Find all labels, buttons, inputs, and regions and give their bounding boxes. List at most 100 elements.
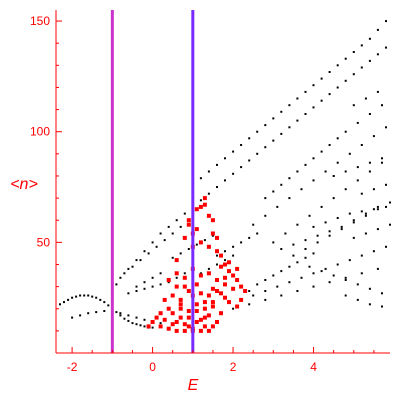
black-point [71, 316, 74, 319]
black-point [304, 113, 307, 115]
red-point [166, 326, 171, 331]
black-point [264, 279, 267, 281]
black-point [381, 305, 383, 308]
black-point [304, 256, 307, 259]
black-point [256, 152, 259, 155]
black-point [296, 119, 299, 122]
red-point [219, 264, 223, 269]
red-point [178, 306, 183, 311]
black-point [135, 316, 138, 319]
red-point [186, 309, 191, 313]
black-point [360, 44, 363, 47]
black-point [276, 205, 279, 208]
black-point [385, 20, 387, 23]
red-point [227, 300, 231, 305]
black-point [296, 97, 299, 100]
black-point [360, 272, 363, 275]
black-point [143, 318, 146, 321]
black-point [336, 263, 339, 266]
black-point [159, 272, 162, 275]
red-point [178, 297, 183, 302]
black-point [240, 144, 243, 146]
black-point [252, 294, 255, 297]
black-point [312, 84, 315, 87]
black-point [256, 130, 259, 133]
black-point [179, 225, 182, 228]
black-point [292, 254, 295, 257]
black-point [372, 135, 375, 138]
black-point [151, 276, 154, 279]
red-point [154, 315, 159, 320]
red-point [158, 324, 163, 329]
red-point [182, 284, 187, 289]
red-point [210, 304, 215, 309]
red-point [194, 227, 199, 232]
black-point [324, 221, 327, 224]
red-point [146, 324, 151, 329]
black-point [103, 310, 106, 312]
black-point [356, 179, 359, 182]
black-point [199, 272, 202, 275]
black-point [276, 285, 279, 288]
black-point [364, 214, 367, 217]
black-point [284, 232, 287, 235]
black-point [139, 259, 142, 262]
red-point [194, 309, 199, 313]
red-point [194, 207, 199, 212]
black-point [385, 126, 387, 129]
black-point [248, 303, 251, 306]
black-point [135, 259, 138, 262]
black-point [232, 254, 235, 257]
red-point [239, 297, 244, 302]
red-point [182, 328, 187, 333]
black-point [376, 53, 379, 56]
red-point [170, 322, 175, 327]
black-point [155, 245, 158, 248]
black-point [300, 188, 303, 191]
black-point [348, 212, 351, 215]
black-point [352, 73, 355, 76]
black-point [389, 223, 391, 226]
black-point [143, 281, 146, 284]
red-point [166, 306, 171, 311]
red-point [186, 222, 191, 227]
black-point [135, 285, 138, 288]
black-point [352, 221, 355, 224]
red-point [215, 278, 219, 282]
black-point [356, 283, 359, 286]
black-point [248, 159, 251, 162]
black-point [328, 93, 331, 96]
black-point [183, 212, 186, 215]
black-point [59, 303, 61, 306]
black-point [360, 66, 363, 69]
y-tick-label: 100 [30, 125, 50, 139]
black-point [139, 324, 142, 327]
black-point [368, 287, 371, 290]
black-point [131, 322, 134, 325]
black-point [248, 290, 251, 292]
black-point [312, 179, 315, 182]
black-point [320, 99, 323, 102]
black-point [123, 272, 126, 275]
red-point [202, 306, 207, 311]
y-tick-label: 150 [30, 14, 50, 28]
black-point [320, 77, 323, 80]
black-point [360, 210, 363, 213]
black-point [79, 294, 82, 297]
black-point [364, 97, 367, 100]
black-point [288, 104, 291, 107]
black-point [312, 285, 315, 288]
black-point [95, 311, 98, 314]
red-point [182, 322, 187, 327]
black-point [103, 301, 106, 304]
black-point [207, 170, 210, 173]
black-point [232, 150, 235, 153]
black-point [385, 46, 387, 49]
black-point [224, 179, 226, 182]
black-point [115, 311, 118, 314]
black-point [381, 161, 383, 164]
black-point [159, 232, 162, 235]
black-point [348, 259, 351, 262]
black-point [127, 319, 130, 322]
black-point [280, 270, 283, 273]
